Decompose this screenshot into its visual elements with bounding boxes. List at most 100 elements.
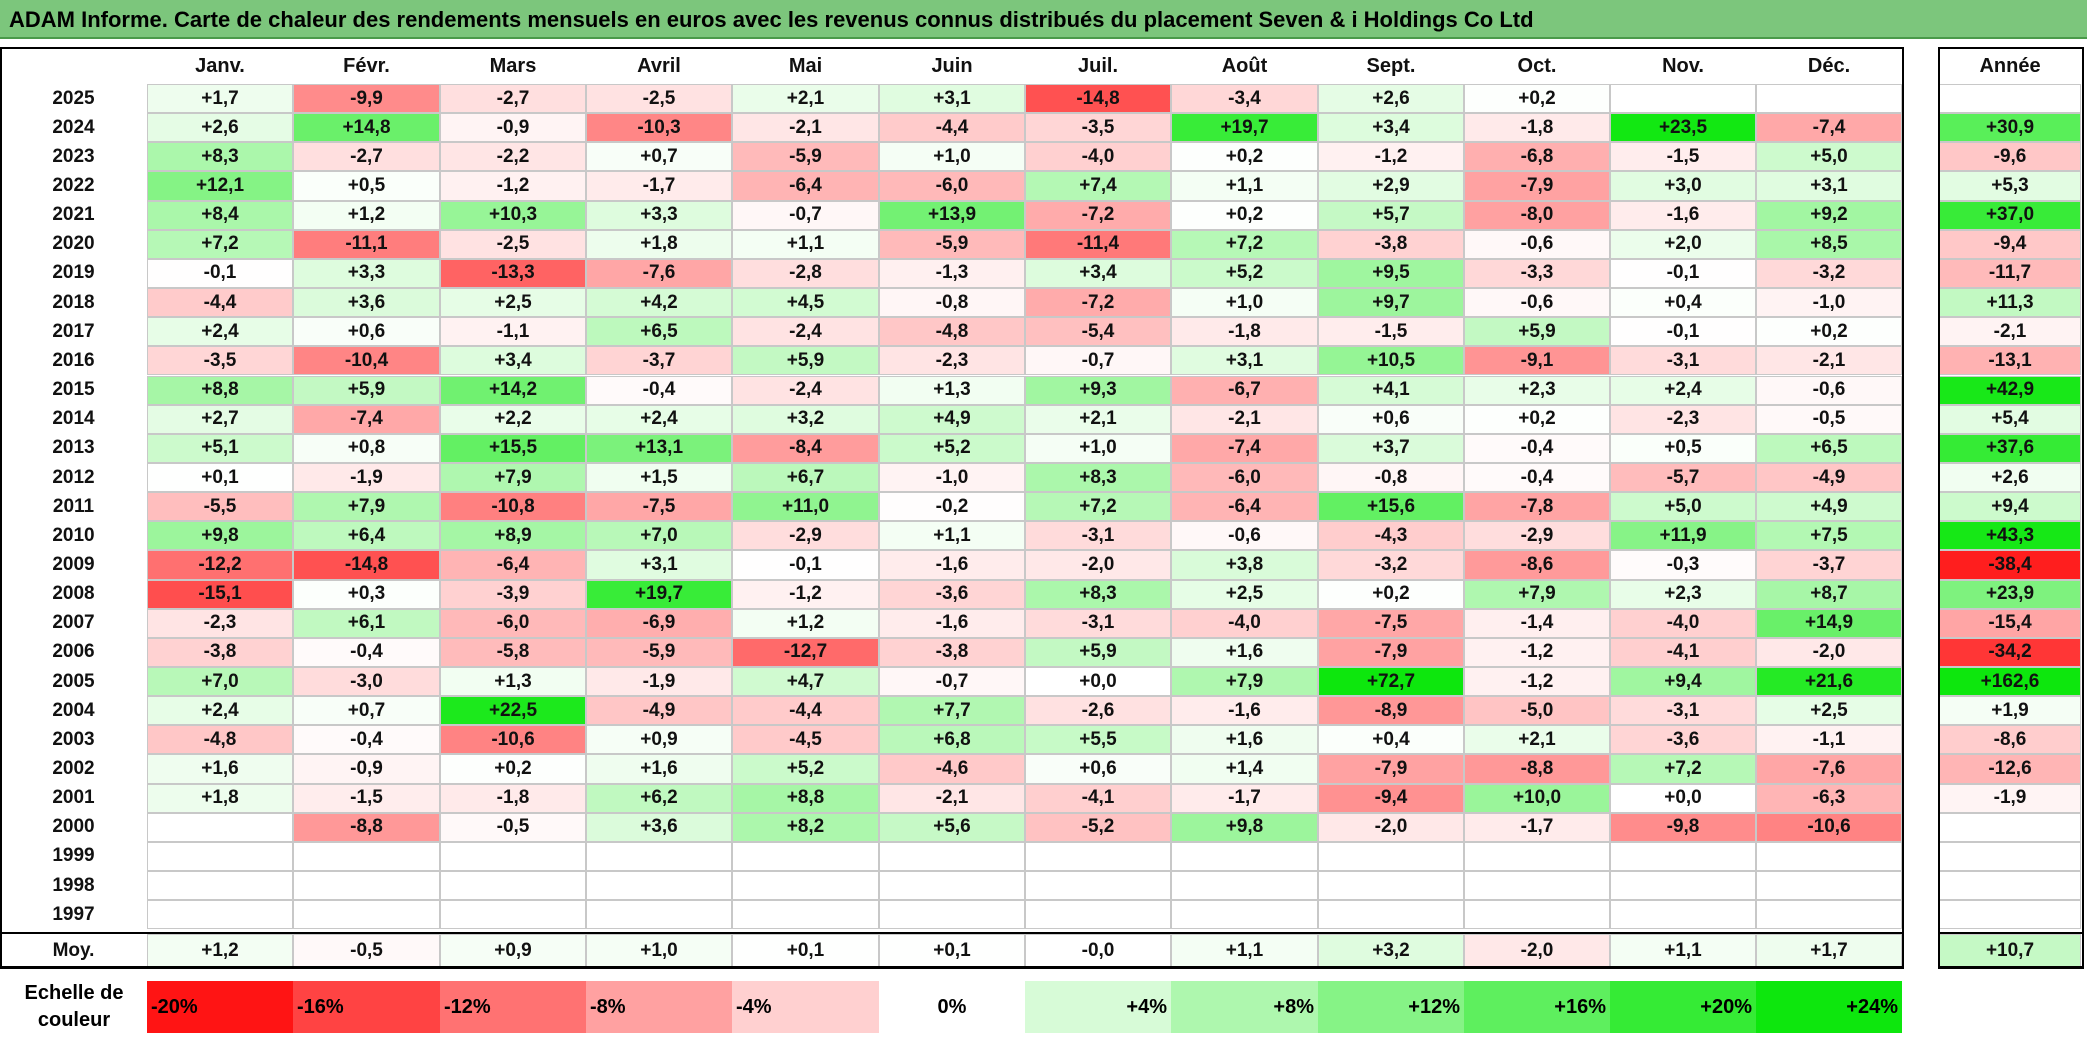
heatmap-cell: -3,8 (147, 637, 293, 667)
heatmap-cell: -2,9 (732, 521, 879, 551)
heatmap-cell: +1,0 (1171, 288, 1318, 318)
heatmap-cell: -1,7 (1171, 783, 1318, 813)
heatmap-cell: -0,5 (440, 812, 586, 842)
average-cell: +3,2 (1318, 934, 1464, 967)
heatmap-cell: -8,4 (732, 433, 879, 463)
heatmap-cell (1025, 900, 1171, 930)
heatmap-cell: +3,8 (1171, 550, 1318, 580)
heatmap-cell: +1,1 (879, 521, 1025, 551)
heatmap-cell: -5,9 (586, 637, 732, 667)
heatmap-cell: -6,4 (1171, 492, 1318, 522)
average-cell: -0,5 (293, 934, 440, 967)
heatmap-cell: +19,7 (1171, 113, 1318, 143)
heatmap-cell: +0,2 (1318, 579, 1464, 609)
heatmap-cell: +8,8 (732, 783, 879, 813)
annual-cell (1939, 84, 2081, 114)
heatmap-cell (879, 871, 1025, 901)
heatmap-cell: +19,7 (586, 579, 732, 609)
heatmap-cell (1610, 871, 1756, 901)
heatmap-cell: +2,9 (1318, 171, 1464, 201)
heatmap-cell: +6,2 (586, 783, 732, 813)
row-year-label: 2001 (0, 783, 147, 813)
heatmap-cell: +6,4 (293, 521, 440, 551)
heatmap-cell: -0,4 (586, 375, 732, 405)
row-year-label: 2008 (0, 579, 147, 609)
heatmap-cell: -0,6 (1756, 375, 1902, 405)
heatmap-cell: +0,7 (586, 142, 732, 172)
heatmap-cell: -1,0 (1756, 288, 1902, 318)
row-year-label: 2009 (0, 550, 147, 580)
column-header: Févr. (293, 49, 440, 84)
heatmap-cell: -6,4 (732, 171, 879, 201)
heatmap-cell: -7,4 (1756, 113, 1902, 143)
heatmap-cell (1025, 871, 1171, 901)
heatmap-cell: -4,9 (586, 696, 732, 726)
heatmap-cell: +15,6 (1318, 492, 1464, 522)
heatmap-cell: -6,0 (879, 171, 1025, 201)
heatmap-cell: -4,4 (147, 288, 293, 318)
heatmap-cell: -10,4 (293, 346, 440, 376)
heatmap-cell (1756, 84, 1902, 114)
heatmap-cell: -3,7 (1756, 550, 1902, 580)
heatmap-cell: +7,9 (1464, 579, 1610, 609)
heatmap-cell: +2,1 (1025, 404, 1171, 434)
heatmap-cell: -2,7 (440, 84, 586, 114)
heatmap-cell: +5,9 (1464, 317, 1610, 347)
heatmap-cell (879, 841, 1025, 872)
heatmap-cell: -1,4 (1464, 608, 1610, 638)
heatmap-cell: +7,0 (147, 667, 293, 697)
heatmap-cell: -10,3 (586, 113, 732, 143)
heatmap-cell (1171, 871, 1318, 901)
average-cell: +1,0 (586, 934, 732, 967)
heatmap-cell: +7,2 (147, 229, 293, 259)
heatmap-cell: -4,6 (879, 754, 1025, 784)
heatmap-cell: -12,7 (732, 637, 879, 667)
heatmap-cell: +0,2 (1464, 84, 1610, 114)
heatmap-cell: +5,6 (879, 812, 1025, 842)
heatmap-cell: -0,1 (147, 258, 293, 289)
heatmap-cell: +6,5 (586, 317, 732, 347)
heatmap-cell: +23,5 (1610, 113, 1756, 143)
row-year-label: 1999 (0, 841, 147, 872)
heatmap-cell: +7,2 (1610, 754, 1756, 784)
heatmap-cell: -0,1 (1610, 317, 1756, 347)
heatmap-cell: +0,1 (147, 462, 293, 493)
heatmap-cell: -7,2 (1025, 288, 1171, 318)
heatmap-cell: -6,4 (440, 550, 586, 580)
heatmap-cell: -3,2 (1318, 550, 1464, 580)
heatmap-cell: +9,5 (1318, 258, 1464, 289)
heatmap-cell: +5,5 (1025, 725, 1171, 755)
heatmap-cell: +0,2 (1756, 317, 1902, 347)
heatmap-cell: +0,6 (293, 317, 440, 347)
row-year-label: 2011 (0, 492, 147, 522)
heatmap-cell (147, 871, 293, 901)
heatmap-cell: +0,5 (293, 171, 440, 201)
heatmap-cell: -0,4 (293, 725, 440, 755)
heatmap-cell: +11,9 (1610, 521, 1756, 551)
row-year-label: 2017 (0, 317, 147, 347)
heatmap-cell: +14,9 (1756, 608, 1902, 638)
scale-swatch: -16% (293, 981, 440, 1033)
heatmap-cell: -8,6 (1464, 550, 1610, 580)
heatmap-cell: +5,9 (1025, 637, 1171, 667)
heatmap-cell: -9,9 (293, 84, 440, 114)
scale-swatch: -20% (147, 981, 293, 1033)
heatmap-cell: +0,3 (293, 579, 440, 609)
row-year-label: 1997 (0, 900, 147, 930)
annual-cell: +43,3 (1939, 521, 2081, 551)
heatmap-cell: +2,7 (147, 404, 293, 434)
heatmap-cell: +3,6 (293, 288, 440, 318)
column-header: Mai (732, 49, 879, 84)
heatmap-cell: -4,5 (732, 725, 879, 755)
heatmap-cell: -1,9 (293, 462, 440, 493)
heatmap-cell: +8,7 (1756, 579, 1902, 609)
heatmap-cell: +3,4 (1318, 113, 1464, 143)
heatmap-cell: +1,4 (1171, 754, 1318, 784)
annual-cell: -12,6 (1939, 754, 2081, 784)
heatmap-cell: +7,2 (1025, 492, 1171, 522)
heatmap-cell: -2,1 (1756, 346, 1902, 376)
heatmap-cell: +10,5 (1318, 346, 1464, 376)
heatmap-cell: +1,6 (586, 754, 732, 784)
heatmap-cell: +1,1 (732, 229, 879, 259)
heatmap-cell: +8,2 (732, 812, 879, 842)
